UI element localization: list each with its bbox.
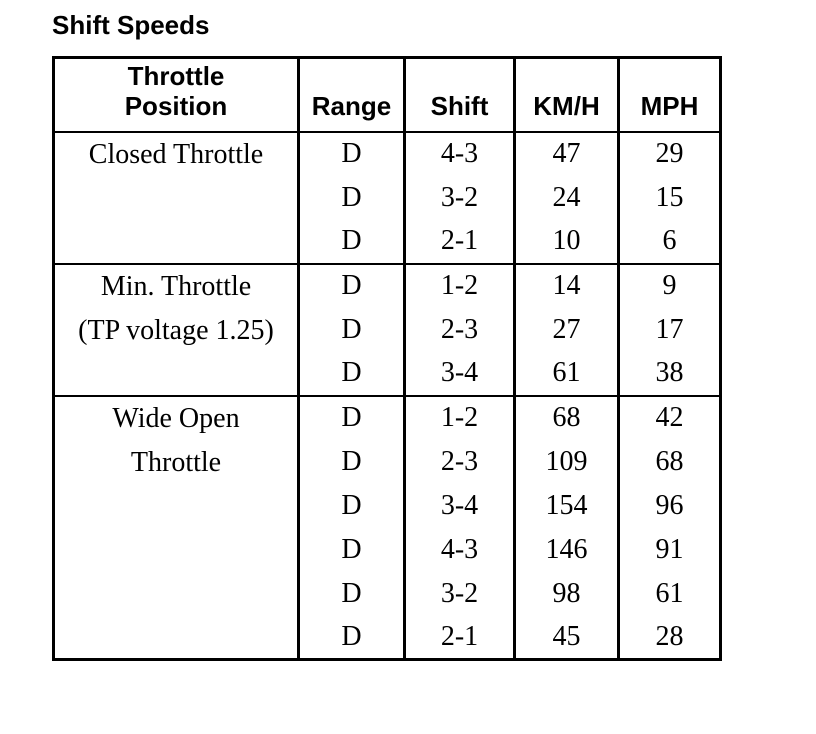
shift-cell: 1-2: [403, 262, 516, 308]
document-page: Shift Speeds Throttle Position Range Shi…: [52, 10, 722, 662]
mph-cell: 96: [617, 483, 722, 528]
mph-cell: 61: [617, 571, 722, 616]
mph-cell: 91: [617, 527, 722, 572]
kmh-cell: 68: [513, 394, 620, 440]
group-label-line: Closed Throttle: [88, 138, 264, 170]
kmh-cell: 61: [513, 351, 620, 396]
group-label-line: Throttle: [130, 446, 222, 478]
mph-cell: 9: [617, 262, 722, 308]
mph-cell: 15: [617, 175, 722, 220]
mph-cell: 28: [617, 615, 722, 660]
table-row: D 2-3 109 68: [54, 439, 722, 484]
group-label-line: (TP voltage 1.25): [78, 314, 274, 346]
shift-cell: 1-2: [403, 394, 516, 440]
kmh-cell: 109: [513, 439, 620, 484]
shift-cell: 2-1: [403, 615, 516, 660]
shift-speeds-table: Throttle Position Range Shift KM/H MPH C…: [52, 56, 722, 662]
column-header-mph: MPH: [617, 57, 722, 133]
kmh-cell: 154: [513, 483, 620, 528]
throttle-position-cell: Min. Throttle (TP voltage 1.25): [52, 262, 300, 396]
range-cell: D: [297, 130, 406, 176]
range-cell: D: [297, 219, 406, 264]
page-title: Shift Speeds: [52, 10, 210, 40]
kmh-cell: 47: [513, 130, 620, 176]
mph-cell: 42: [617, 394, 722, 440]
kmh-cell: 98: [513, 571, 620, 616]
mph-cell: 6: [617, 219, 722, 264]
shift-cell: 2-3: [403, 439, 516, 484]
range-cell: D: [297, 175, 406, 220]
mph-cell: 17: [617, 307, 722, 352]
group-label-line: Min. Throttle: [100, 270, 252, 302]
shift-cell: 2-3: [403, 307, 516, 352]
table-row: D 2-1 45 28: [54, 615, 722, 660]
throttle-position-cell: Wide Open Throttle: [52, 394, 300, 660]
table-row: D 2-1 10 6: [54, 219, 722, 264]
mph-cell: 38: [617, 351, 722, 396]
kmh-cell: 146: [513, 527, 620, 572]
column-header-throttle-position: Throttle Position: [52, 57, 300, 133]
header-row: Throttle Position Range Shift KM/H MPH: [52, 57, 722, 133]
range-cell: D: [297, 307, 406, 352]
group-closed-throttle: Closed Throttle D 4-3 47 29 D 3-2 24 15 …: [52, 130, 722, 264]
table-row: Wide Open Throttle D 1-2 68 42: [52, 394, 722, 660]
shift-cell: 3-4: [403, 483, 516, 528]
range-cell: D: [297, 439, 406, 484]
shift-cell: 3-2: [403, 571, 516, 616]
kmh-cell: 14: [513, 262, 620, 308]
range-cell: D: [297, 394, 406, 440]
table-row: D 3-2 98 61: [54, 571, 722, 616]
group-min-throttle: Min. Throttle (TP voltage 1.25) D 1-2 14…: [52, 262, 722, 396]
range-cell: D: [297, 262, 406, 308]
mph-cell: 29: [617, 130, 722, 176]
column-header-shift: Shift: [403, 57, 516, 133]
table-header-row: Throttle Position Range Shift KM/H MPH: [52, 57, 722, 133]
range-cell: D: [297, 571, 406, 616]
column-header-range: Range: [297, 57, 406, 133]
table-row: D 3-4 154 96: [54, 483, 722, 528]
mph-cell: 68: [617, 439, 722, 484]
kmh-cell: 10: [513, 219, 620, 264]
throttle-position-cell: Closed Throttle: [52, 130, 300, 264]
table-row: D 2-3 27 17: [54, 307, 722, 352]
kmh-cell: 45: [513, 615, 620, 660]
range-cell: D: [297, 615, 406, 660]
table-row: Closed Throttle D 4-3 47 29: [52, 130, 722, 264]
shift-cell: 4-3: [403, 527, 516, 572]
shift-cell: 2-1: [403, 219, 516, 264]
range-cell: D: [297, 483, 406, 528]
table-row: Min. Throttle (TP voltage 1.25) D 1-2 14…: [52, 262, 722, 396]
group-wide-open-throttle: Wide Open Throttle D 1-2 68 42 D 2-3 109…: [52, 394, 722, 660]
kmh-cell: 24: [513, 175, 620, 220]
table-row: D 3-4 61 38: [54, 351, 722, 396]
shift-cell: 3-4: [403, 351, 516, 396]
group-label-line: Wide Open: [112, 402, 240, 434]
table-row: D 4-3 146 91: [54, 527, 722, 572]
column-header-kmh: KM/H: [513, 57, 620, 133]
kmh-cell: 27: [513, 307, 620, 352]
range-cell: D: [297, 351, 406, 396]
shift-cell: 3-2: [403, 175, 516, 220]
range-cell: D: [297, 527, 406, 572]
table-row: D 3-2 24 15: [54, 175, 722, 220]
shift-cell: 4-3: [403, 130, 516, 176]
